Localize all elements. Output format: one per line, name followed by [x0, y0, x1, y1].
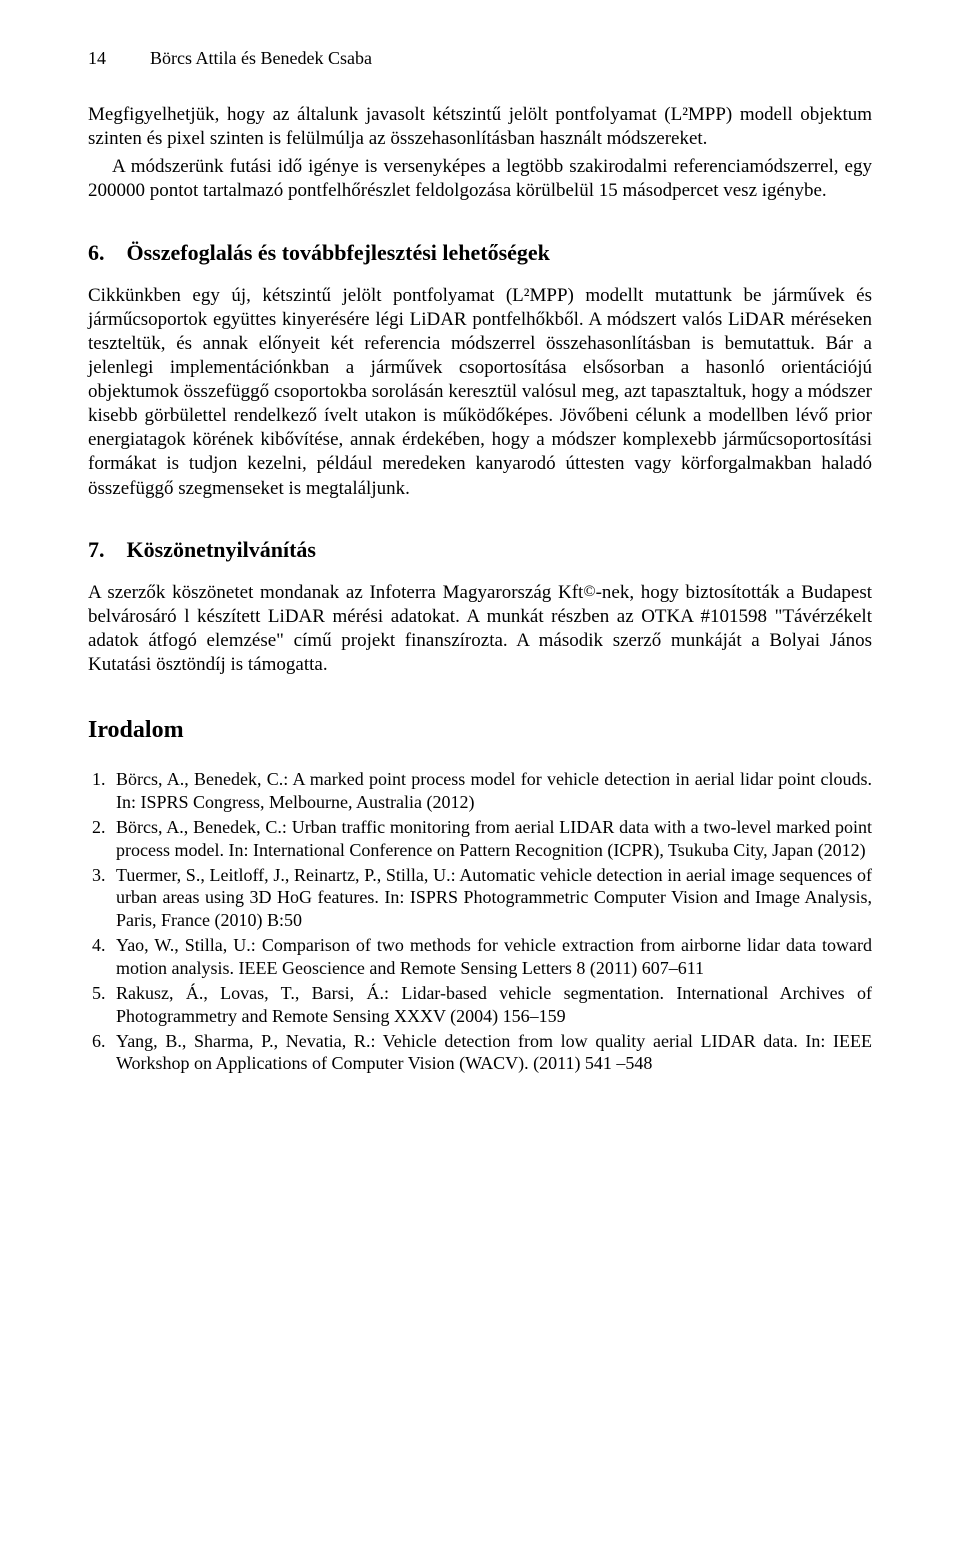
reference-item: Tuermer, S., Leitloff, J., Reinartz, P.,…	[110, 864, 872, 933]
copyright-icon: ©	[583, 583, 595, 600]
references-heading: Irodalom	[88, 717, 872, 744]
section-7-number: 7.	[88, 537, 105, 563]
reference-item: Yang, B., Sharma, P., Nevatia, R.: Vehic…	[110, 1030, 872, 1076]
section-7-heading: 7. Köszönetnyilvánítás	[88, 537, 872, 563]
reference-item: Rakusz, Á., Lovas, T., Barsi, Á.: Lidar-…	[110, 982, 872, 1028]
intro-paragraph-1: Megfigyelhetjük, hogy az általunk javaso…	[88, 103, 872, 151]
running-title: Börcs Attila és Benedek Csaba	[150, 48, 372, 68]
section-6-title: Összefoglalás és továbbfejlesztési lehet…	[127, 240, 550, 265]
running-head: 14 Börcs Attila és Benedek Csaba	[88, 48, 872, 69]
reference-item: Börcs, A., Benedek, C.: A marked point p…	[110, 768, 872, 814]
section-6-heading: 6. Összefoglalás és továbbfejlesztési leh…	[88, 240, 872, 266]
references-list: Börcs, A., Benedek, C.: A marked point p…	[88, 768, 872, 1075]
section-7-body: A szerzők köszönetet mondanak az Infoter…	[88, 581, 872, 678]
reference-item: Börcs, A., Benedek, C.: Urban traffic mo…	[110, 816, 872, 862]
reference-item: Yao, W., Stilla, U.: Comparison of two m…	[110, 934, 872, 980]
paper-page: 14 Börcs Attila és Benedek Csaba Megfigye…	[0, 0, 960, 1137]
page-number: 14	[88, 48, 106, 69]
section-6-body: Cikkünkben egy új, kétszintű jelölt pont…	[88, 284, 872, 501]
intro-paragraph-2: A módszerünk futási idő igénye is versen…	[88, 155, 872, 203]
ack-text-pre: A szerzők köszönetet mondanak az Infoter…	[88, 582, 583, 603]
section-6-number: 6.	[88, 240, 105, 266]
section-7-title: Köszönetnyilvánítás	[127, 537, 316, 562]
